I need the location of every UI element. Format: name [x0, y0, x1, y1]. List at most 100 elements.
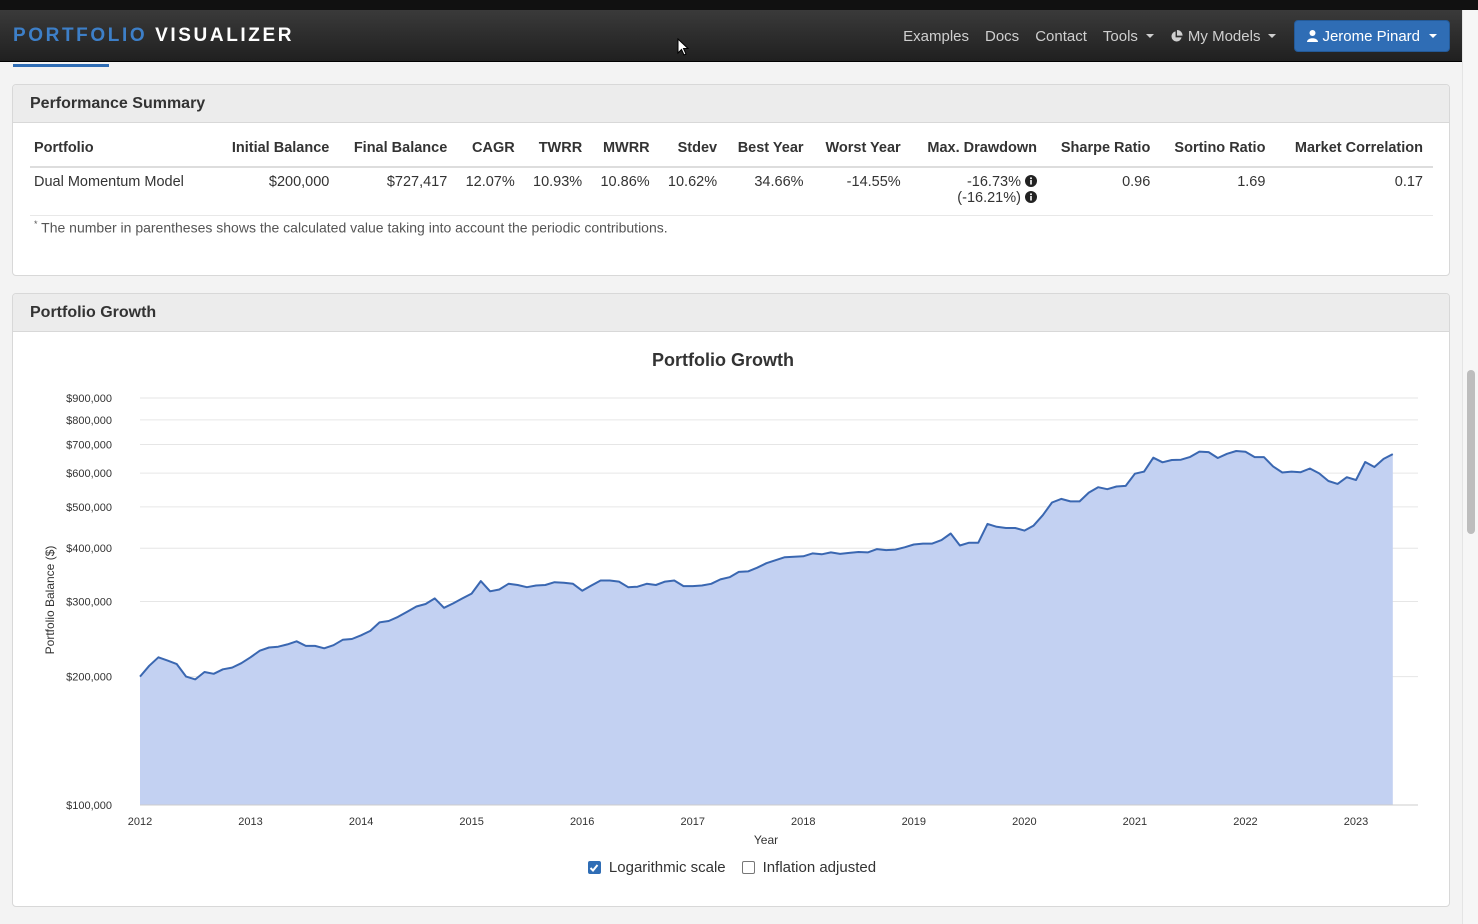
- inflation-adjusted-toggle[interactable]: Inflation adjusted: [741, 859, 877, 876]
- col-stdev: Stdev: [659, 140, 728, 168]
- cell-best-year: 34.66%: [727, 167, 814, 216]
- col-max-drawdown: Max. Drawdown: [910, 140, 1047, 168]
- x-tick-label: 2022: [1233, 816, 1257, 828]
- y-tick-label: $700,000: [66, 440, 112, 452]
- portfolio-growth-panel: Portfolio Growth Portfolio Growth $100,00…: [12, 293, 1450, 907]
- x-tick-label: 2014: [349, 816, 373, 828]
- nav-tools-label: Tools: [1102, 27, 1138, 45]
- user-menu-button[interactable]: Jerome Pinard: [1294, 20, 1450, 52]
- x-tick-label: 2016: [570, 816, 594, 828]
- nav-my-models-dropdown[interactable]: My Models: [1170, 28, 1277, 45]
- col-market-correlation: Market Correlation: [1275, 140, 1433, 168]
- max-drawdown-line: -16.73%: [911, 174, 1037, 190]
- cell-cagr: 12.07%: [457, 167, 525, 216]
- info-icon[interactable]: [1024, 175, 1037, 187]
- portfolio-growth-heading: Portfolio Growth: [13, 294, 1449, 332]
- x-tick-label: 2013: [238, 816, 262, 828]
- checkmark-icon: [590, 863, 599, 872]
- user-icon: [1307, 30, 1319, 42]
- y-tick-label: $200,000: [66, 672, 112, 684]
- nav-my-models-label: My Models: [1187, 27, 1261, 45]
- info-icon[interactable]: [1024, 191, 1037, 203]
- mouse-cursor-icon: [677, 38, 689, 56]
- cell-sortino-ratio: 1.69: [1160, 167, 1276, 216]
- y-tick-label: $800,000: [66, 415, 112, 427]
- chart-title: Portfolio Growth: [652, 350, 794, 370]
- x-tick-label: 2021: [1123, 816, 1147, 828]
- y-tick-label: $900,000: [66, 393, 112, 405]
- cell-max-drawdown: -16.73% (-16.21%): [910, 167, 1047, 216]
- cell-twrr: 10.93%: [524, 167, 593, 216]
- max-drawdown-value: -16.73%: [966, 174, 1021, 190]
- chevron-down-icon: [1145, 34, 1154, 38]
- nav-links: Examples Docs Contact Tools My Models Je…: [903, 10, 1462, 62]
- col-sortino-ratio: Sortino Ratio: [1160, 140, 1276, 168]
- col-best-year: Best Year: [727, 140, 814, 168]
- table-row: Dual Momentum Model $200,000 $727,417 12…: [30, 167, 1433, 216]
- x-axis-label: Year: [754, 833, 778, 847]
- log-scale-checkbox[interactable]: [587, 861, 601, 874]
- cell-portfolio: Dual Momentum Model: [30, 167, 217, 216]
- max-drawdown-contrib-value: (-16.21%): [957, 190, 1021, 206]
- performance-summary-heading: Performance Summary: [13, 85, 1449, 123]
- y-axis-label: Portfolio Balance ($): [43, 546, 57, 655]
- cell-worst-year: -14.55%: [813, 167, 911, 216]
- y-tick-label: $100,000: [66, 800, 112, 812]
- col-portfolio: Portfolio: [30, 140, 217, 168]
- portfolio-growth-chart: Portfolio Growth $100,000 $200,000 $300,000…: [43, 350, 1418, 847]
- cell-final-balance: $727,417: [339, 167, 458, 216]
- x-tick-label: 2017: [680, 816, 704, 828]
- col-mwrr: MWRR: [592, 140, 660, 168]
- area-fill: [140, 451, 1393, 805]
- x-tick-label: 2012: [128, 816, 152, 828]
- nav-contact[interactable]: Contact: [1035, 27, 1087, 45]
- footnote-text: The number in parentheses shows the calc…: [41, 219, 668, 236]
- x-tick-label: 2020: [1012, 816, 1036, 828]
- chart-options: Logarithmic scale Inflation adjusted: [13, 859, 1449, 876]
- x-tick-label: 2018: [791, 816, 815, 828]
- col-sharpe-ratio: Sharpe Ratio: [1046, 140, 1161, 168]
- scrollbar-thumb[interactable]: [1467, 370, 1475, 534]
- y-tick-label: $600,000: [66, 468, 112, 480]
- window-top-strip: [0, 0, 1478, 10]
- cell-mwrr: 10.86%: [592, 167, 660, 216]
- page-scrollbar[interactable]: [1462, 10, 1478, 924]
- active-tab-indicator: [13, 64, 109, 67]
- col-final-balance: Final Balance: [339, 140, 458, 168]
- inflation-adjusted-checkbox[interactable]: [741, 861, 755, 874]
- brand-part2: VISUALIZER: [155, 25, 295, 46]
- log-scale-label: Logarithmic scale: [608, 859, 726, 876]
- max-drawdown-contrib-line: (-16.21%): [911, 190, 1037, 206]
- col-twrr: TWRR: [524, 140, 593, 168]
- cell-market-correlation: 0.17: [1275, 167, 1433, 216]
- table-header-row: Portfolio Initial Balance Final Balance …: [30, 140, 1433, 168]
- y-tick-label: $500,000: [66, 502, 112, 514]
- cell-initial-balance: $200,000: [216, 167, 340, 216]
- nav-docs[interactable]: Docs: [985, 27, 1020, 45]
- chevron-down-icon: [1429, 34, 1437, 38]
- user-name: Jerome Pinard: [1322, 27, 1420, 45]
- footnote-mark: *: [34, 219, 38, 229]
- log-scale-toggle[interactable]: Logarithmic scale: [587, 859, 726, 876]
- nav-examples[interactable]: Examples: [903, 27, 969, 45]
- col-worst-year: Worst Year: [813, 140, 911, 168]
- cell-stdev: 10.62%: [659, 167, 728, 216]
- y-tick-label: $300,000: [66, 597, 112, 609]
- x-tick-label: 2015: [459, 816, 483, 828]
- col-cagr: CAGR: [457, 140, 525, 168]
- performance-table: Portfolio Initial Balance Final Balance …: [30, 140, 1433, 216]
- x-tick-label: 2023: [1344, 816, 1368, 828]
- nav-tools-dropdown[interactable]: Tools: [1103, 28, 1154, 45]
- series-line: [139, 450, 1394, 681]
- footnote: * The number in parentheses shows the ca…: [34, 219, 668, 236]
- col-initial-balance: Initial Balance: [216, 140, 340, 168]
- navbar: PORTFOLIO VISUALIZER Examples Docs Conta…: [0, 10, 1462, 62]
- y-tick-label: $400,000: [66, 543, 112, 555]
- performance-summary-panel: Performance Summary Portfolio Initial Ba…: [12, 84, 1450, 276]
- inflation-adjusted-label: Inflation adjusted: [762, 859, 877, 876]
- brand-logo[interactable]: PORTFOLIO VISUALIZER: [13, 25, 294, 47]
- brand-part1: PORTFOLIO: [13, 25, 148, 46]
- chevron-down-icon: [1268, 34, 1277, 38]
- pie-chart-icon: [1171, 29, 1183, 42]
- cell-sharpe-ratio: 0.96: [1046, 167, 1161, 216]
